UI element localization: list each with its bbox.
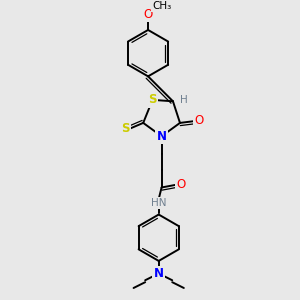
Text: N: N bbox=[157, 130, 166, 143]
Text: CH₃: CH₃ bbox=[152, 1, 171, 11]
Text: N: N bbox=[154, 267, 164, 280]
Text: HN: HN bbox=[151, 198, 167, 208]
Text: S: S bbox=[148, 93, 157, 106]
Text: O: O bbox=[195, 115, 204, 128]
Text: S: S bbox=[122, 122, 130, 135]
Text: H: H bbox=[180, 95, 188, 105]
Text: O: O bbox=[143, 8, 153, 21]
Text: O: O bbox=[176, 178, 185, 191]
